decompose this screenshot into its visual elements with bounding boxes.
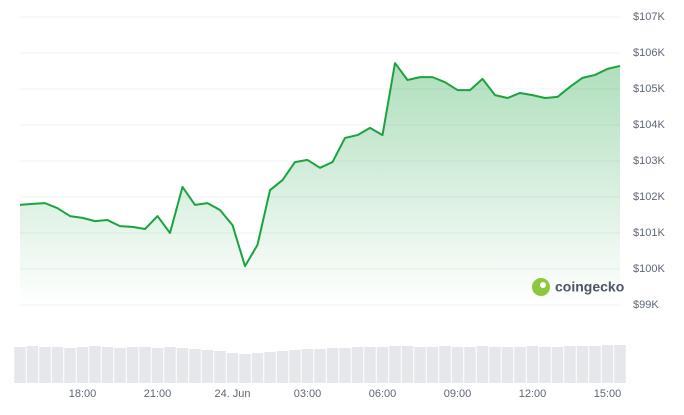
y-tick-label: $100K xyxy=(633,263,665,275)
volume-bar xyxy=(526,346,539,383)
volume-bar xyxy=(551,347,564,383)
price-line xyxy=(19,62,621,268)
x-tick-label: 24. Jun xyxy=(214,388,250,400)
volume-bar xyxy=(239,354,251,383)
volume-bar xyxy=(189,349,201,383)
volume-bar xyxy=(564,346,576,383)
volume-bar xyxy=(64,348,76,383)
volume-bar xyxy=(364,347,376,383)
volume-bar xyxy=(489,347,501,383)
x-tick-label: 09:00 xyxy=(444,388,472,400)
volume-bar xyxy=(114,348,126,383)
area-fill xyxy=(20,63,620,305)
watermark: coingecko xyxy=(555,279,624,295)
volume-bar xyxy=(601,345,614,383)
volume-bar xyxy=(589,346,601,383)
volume-bar xyxy=(201,350,214,383)
volume-bar xyxy=(414,347,426,383)
volume-bar xyxy=(76,347,89,383)
volume-bar xyxy=(426,347,439,383)
volume-bar xyxy=(14,347,26,383)
x-tick-label: 21:00 xyxy=(144,388,172,400)
volume-bar xyxy=(176,348,189,383)
volume-bar xyxy=(151,348,164,383)
x-tick-label: 12:00 xyxy=(519,388,547,400)
x-tick-label: 06:00 xyxy=(369,388,397,400)
volume-bar xyxy=(101,347,114,383)
x-tick-label: 18:00 xyxy=(69,388,97,400)
y-tick-label: $105K xyxy=(633,83,665,95)
y-tick-label: $99K xyxy=(633,299,659,311)
y-tick-label: $101K xyxy=(633,227,665,239)
volume-bar xyxy=(476,346,489,383)
x-tick-label: 03:00 xyxy=(294,388,322,400)
volume-bar xyxy=(89,346,101,383)
volume-bar xyxy=(264,352,276,383)
volume-bar xyxy=(339,348,351,383)
y-tick-label: $102K xyxy=(633,191,665,203)
y-tick-label: $107K xyxy=(633,11,665,23)
volume-bar xyxy=(289,350,301,383)
volume-bar xyxy=(214,351,226,383)
volume-bar xyxy=(314,349,326,383)
volume-bar xyxy=(539,347,551,383)
volume-bar xyxy=(389,346,401,383)
volume-bar xyxy=(51,347,64,383)
volume-bar xyxy=(376,347,389,383)
volume-bar xyxy=(276,351,289,383)
volume-bar xyxy=(401,346,414,383)
volume-bar xyxy=(614,345,626,383)
volume xyxy=(14,345,626,383)
volume-bar xyxy=(226,353,239,383)
volume-bar xyxy=(326,348,339,383)
volume-bar xyxy=(451,347,464,383)
volume-bar xyxy=(251,353,264,383)
y-tick-label: $106K xyxy=(633,47,665,59)
logo-eye xyxy=(540,282,546,288)
y-tick-label: $103K xyxy=(633,155,665,167)
volume-bar xyxy=(464,347,476,383)
volume-bar xyxy=(501,347,514,383)
volume-bar xyxy=(139,347,151,383)
volume-bar xyxy=(576,346,589,383)
volume-bar xyxy=(514,347,526,383)
y-tick-label: $104K xyxy=(633,119,665,131)
volume-bar xyxy=(26,346,39,383)
volume-bar xyxy=(39,347,51,383)
volume-bar xyxy=(164,347,176,383)
volume-bar xyxy=(439,346,451,383)
volume-bar xyxy=(126,347,139,383)
volume-bar xyxy=(351,347,364,383)
volume-bar xyxy=(301,349,314,383)
x-tick-label: 15:00 xyxy=(594,388,622,400)
